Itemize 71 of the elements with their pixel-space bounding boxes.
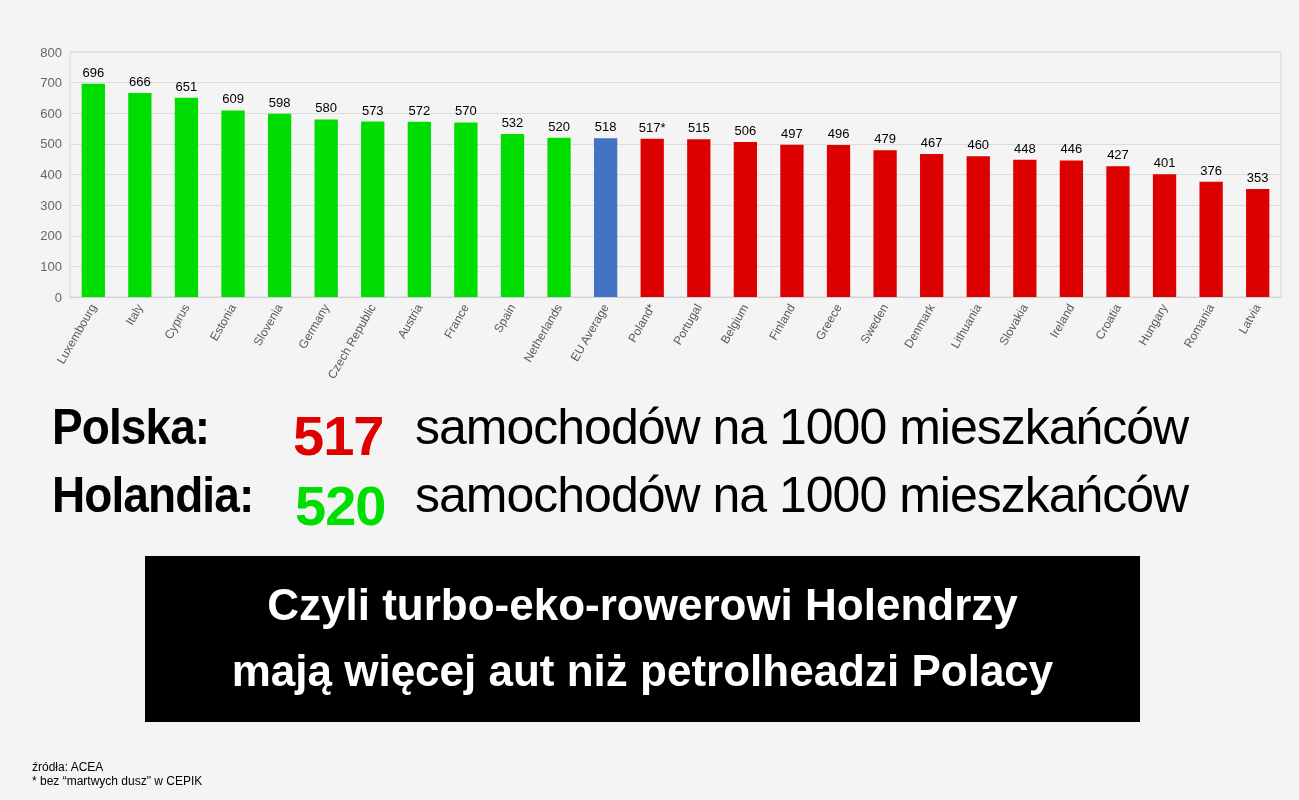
data-label: 427 (1107, 147, 1129, 163)
y-tick-label: 400 (40, 167, 62, 182)
bar (780, 144, 804, 297)
data-label: 609 (222, 91, 244, 107)
bar (547, 137, 571, 297)
bar (128, 93, 152, 297)
y-tick-label: 200 (40, 228, 62, 244)
bar (1013, 159, 1037, 297)
data-label: 696 (82, 64, 105, 80)
text: mają więcej aut niż petrolheadzi Polacy (230, 645, 1055, 697)
data-label: 651 (175, 78, 198, 94)
text: źródła: ACEA (32, 760, 104, 774)
text: Holandia: (52, 466, 254, 524)
data-label: 496 (827, 126, 850, 142)
data-label: 518 (594, 119, 617, 135)
bar (314, 119, 338, 297)
bar (361, 121, 385, 297)
data-label: 353 (1246, 169, 1269, 185)
bar (221, 110, 245, 297)
text: samochodów na 1000 mieszkańców (415, 398, 1189, 456)
data-label: 666 (129, 74, 151, 90)
text: 517 (293, 403, 384, 468)
data-label: 532 (501, 115, 524, 131)
bar (1059, 160, 1084, 297)
y-tick-label: 100 (40, 258, 62, 274)
bar (640, 138, 664, 297)
y-tick-label: 600 (40, 105, 62, 121)
y-tick-label: 300 (40, 197, 62, 213)
bar (1106, 166, 1130, 297)
data-label: 446 (1060, 141, 1083, 157)
data-label: 401 (1153, 155, 1176, 171)
y-tick-label: 800 (40, 44, 62, 60)
text: 520 (295, 473, 386, 538)
data-label: 598 (268, 94, 291, 110)
bar (687, 139, 711, 297)
data-label: 573 (361, 102, 384, 118)
data-label: 448 (1013, 140, 1036, 156)
bar (1199, 181, 1223, 297)
text: samochodów na 1000 mieszkańców (415, 466, 1189, 524)
data-label: 506 (734, 123, 757, 139)
bar (966, 156, 990, 297)
bar (267, 113, 292, 297)
data-label: 515 (687, 120, 710, 136)
y-tick-label: 700 (40, 75, 62, 91)
bar (920, 153, 944, 297)
bar (873, 150, 897, 297)
bar (826, 145, 851, 297)
bar (407, 121, 431, 297)
bar (1246, 188, 1270, 297)
data-label: 517* (638, 119, 666, 135)
data-label: 520 (548, 118, 570, 134)
y-tick-label: 0 (54, 289, 62, 305)
bar (500, 134, 525, 297)
data-label: 572 (408, 102, 431, 118)
bar (1152, 174, 1177, 297)
bar (454, 122, 478, 297)
data-label: 580 (315, 100, 338, 116)
data-label: 570 (455, 103, 477, 119)
text: Polska: (52, 398, 210, 456)
data-label: 479 (874, 131, 896, 147)
data-label: 376 (1200, 162, 1222, 178)
y-tick-label: 500 (40, 136, 62, 152)
bar (733, 142, 758, 297)
bar (81, 83, 105, 297)
data-label: 460 (967, 137, 990, 153)
bar (593, 138, 618, 297)
text: Czyli turbo-eko-rowerowi Holendrzy (266, 579, 1019, 631)
data-label: 497 (781, 125, 803, 141)
bar (174, 97, 199, 297)
text: * bez “martwych dusz" w CEPIK (32, 774, 203, 788)
data-label: 467 (920, 134, 943, 150)
